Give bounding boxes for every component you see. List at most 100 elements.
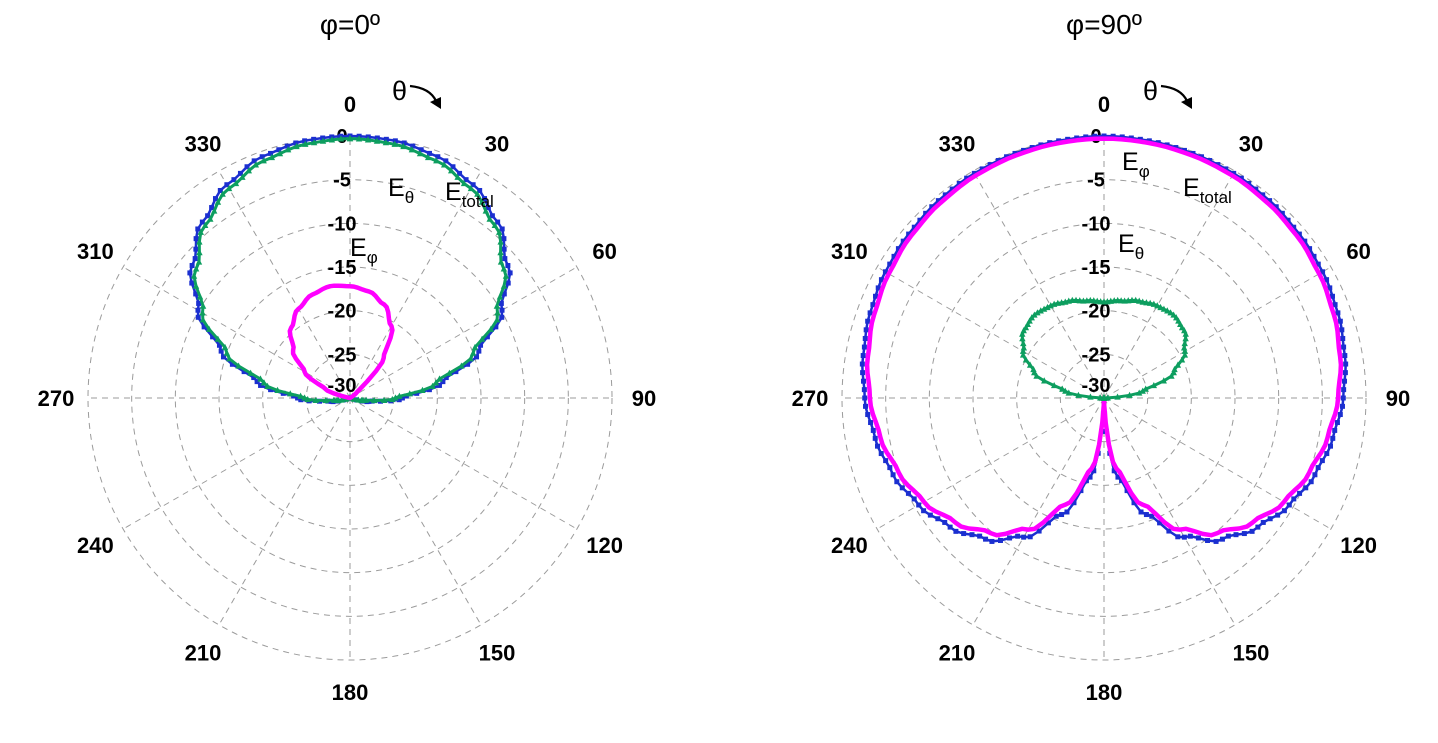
series-E_theta-marker	[214, 198, 222, 205]
grid-circle--20	[262, 310, 438, 486]
series-E_total-marker	[450, 164, 456, 170]
radial-tick--10: -10	[328, 213, 357, 235]
series-E_theta-marker	[1154, 302, 1161, 309]
grid-circle--15	[972, 266, 1236, 530]
series-E_total-marker	[489, 213, 495, 219]
series-E_total-marker	[1157, 520, 1163, 526]
series-E_total-marker	[201, 324, 207, 330]
series-E_total-marker	[1281, 508, 1287, 514]
series-label-E-total: Etotal	[445, 178, 494, 211]
series-E_theta-marker	[1026, 317, 1033, 324]
angle-tick-90: 90	[632, 386, 656, 411]
series-E_theta-marker	[487, 325, 495, 332]
series-E_total-marker	[1207, 158, 1213, 164]
series-E_total-marker	[220, 354, 226, 360]
series-label-E-φ: Eφ	[1122, 148, 1150, 181]
series-E_total-marker	[956, 180, 962, 186]
series-E_total-marker	[410, 143, 416, 149]
angle-tick-90: 90	[1386, 386, 1410, 411]
series-E_total-marker	[1260, 519, 1266, 525]
series-E_theta-marker	[1020, 344, 1028, 351]
series-E_theta-marker	[328, 136, 336, 143]
series-E_total-marker	[1327, 285, 1333, 291]
series-E_total-marker	[1296, 231, 1302, 237]
series-E_theta-marker	[396, 392, 403, 399]
series-E_total-marker	[477, 187, 483, 193]
series-E_total-marker	[929, 204, 935, 210]
series-E_total-marker	[478, 342, 484, 348]
series-E_total-marker	[399, 395, 405, 401]
series-E_total-marker	[1053, 513, 1059, 519]
series-E_theta-marker	[1062, 387, 1069, 394]
series-E_theta-marker	[1019, 335, 1026, 342]
series-E_theta-marker	[207, 215, 214, 222]
series-E_theta-marker	[1136, 389, 1143, 396]
series-E_total-marker	[482, 196, 488, 202]
series-E_theta-marker	[469, 349, 477, 356]
series-E_theta-marker	[458, 362, 465, 369]
series-E_total-marker	[1255, 524, 1261, 530]
series-E_total-marker	[259, 154, 265, 160]
series-E_total-marker	[1115, 474, 1121, 480]
series-E_theta-marker	[1075, 391, 1082, 398]
series-E_total-marker	[244, 164, 250, 170]
series-E_theta-marker	[1022, 324, 1030, 331]
series-E_theta-marker	[496, 228, 503, 235]
series-E_total-marker	[1143, 512, 1149, 518]
series-E_theta-marker	[1168, 372, 1175, 379]
series-E_total-marker	[865, 318, 871, 324]
series-E_theta-marker	[1160, 377, 1167, 384]
series-E_theta-marker	[1040, 305, 1048, 312]
series-E_total-marker	[860, 353, 866, 359]
series-E_theta-marker	[502, 272, 510, 279]
series-E_total-marker	[251, 375, 257, 381]
series-E_total-marker	[1330, 435, 1336, 441]
series-E_theta-marker	[197, 228, 204, 235]
series-E_theta-marker	[192, 265, 200, 272]
series-E_total-marker	[862, 395, 868, 401]
series-E_theta-marker	[1031, 311, 1038, 318]
series-E_total-marker	[863, 403, 869, 409]
radial-tick--20: -20	[328, 301, 357, 323]
series-E_theta-marker	[493, 316, 501, 323]
series-E_theta-marker	[500, 282, 508, 289]
series-E_theta-marker	[1171, 365, 1178, 373]
series-E_total-marker	[212, 196, 218, 202]
series-E_theta-marker	[424, 153, 432, 161]
series-E_total-marker	[860, 378, 866, 384]
series-E_total-marker	[218, 348, 224, 354]
series-E_total-marker	[1342, 378, 1348, 384]
series-E_theta-marker	[416, 150, 424, 157]
series-E_theta-marker	[196, 248, 203, 256]
series-label-E-φ: Eφ	[350, 234, 378, 267]
series-E_total-marker	[867, 310, 873, 316]
series-E_total-marker	[499, 314, 505, 320]
grid-spoke-60	[1103, 266, 1332, 399]
series-E_theta-marker	[205, 325, 213, 332]
grid-spoke-60	[349, 266, 578, 399]
series-E_total-marker	[1342, 370, 1348, 376]
series-E_theta-marker	[1026, 361, 1034, 368]
series-E_theta-marker	[419, 386, 426, 393]
series-E_theta-marker	[1150, 381, 1158, 389]
polar-chart-phi-0: 03060901201501802102402703103300-5-10-15…	[38, 9, 657, 705]
series-E_theta-marker	[400, 142, 407, 150]
series-E_total-marker	[435, 154, 441, 160]
grid-spoke-210	[972, 397, 1105, 626]
series-E_theta-marker	[1019, 347, 1027, 354]
series-E_theta-marker	[500, 265, 508, 272]
series-E_theta-marker	[1097, 394, 1104, 401]
series-E_total-marker	[1342, 353, 1348, 359]
series-E_total-marker	[899, 485, 905, 491]
series-E_theta-marker	[1126, 391, 1133, 398]
series-E_total-marker	[862, 335, 868, 341]
series-E_total-marker	[499, 226, 505, 232]
polar-plot-svg-phi-90: 03060901201501802102402703103300-5-10-15…	[792, 9, 1411, 705]
angle-tick-240: 240	[831, 533, 868, 558]
series-E_total-marker	[276, 147, 282, 153]
series-E_theta-marker	[1065, 389, 1072, 396]
series-E_total-marker	[484, 334, 490, 340]
series-E_total-marker	[196, 300, 202, 306]
series-E_total-marker	[900, 238, 906, 244]
series-E_total-marker	[906, 231, 912, 237]
